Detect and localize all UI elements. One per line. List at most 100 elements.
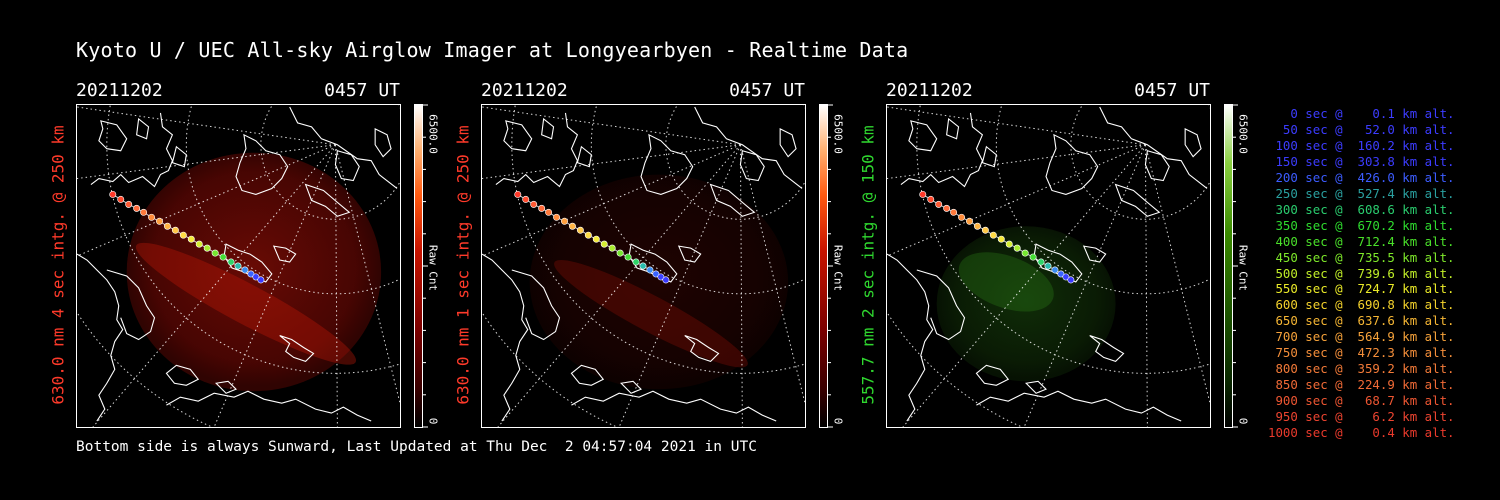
trajectory-point (140, 208, 148, 216)
legend-entry: 200 sec @ 426.0 km alt. (1268, 169, 1455, 185)
trajectory-point (646, 266, 654, 274)
airglow-panel-3: 20211202 0457 UT 557.7 nm 2 sec intg. @ … (859, 78, 1306, 438)
trajectory-point (156, 217, 163, 225)
trajectory-point (514, 190, 522, 198)
legend-entry: 700 sec @ 564.9 km alt. (1268, 329, 1455, 345)
map-canvas (77, 105, 400, 427)
trajectory-point (616, 249, 624, 257)
legend-entry: 250 sec @ 527.4 km alt. (1268, 185, 1455, 201)
colorbar (819, 104, 828, 428)
trajectory-point (241, 266, 249, 274)
trajectory-point (1013, 244, 1021, 252)
trajectory-point (997, 235, 1005, 243)
panel-ylabel: 630.0 nm 4 sec intg. @ 250 km (48, 125, 68, 405)
colorbar-ticks (423, 104, 428, 428)
trajectory-point (234, 262, 242, 270)
colorbar (414, 104, 423, 428)
colorbar-ticks (828, 104, 833, 428)
legend-entry: 750 sec @ 472.3 km alt. (1268, 345, 1455, 361)
all-sky-map-557nm-2s (886, 104, 1211, 428)
trajectory-point (568, 222, 576, 230)
airglow-panel-2: 20211202 0457 UT 630.0 nm 1 sec intg. @ … (454, 78, 901, 438)
legend-entry: 50 sec @ 52.0 km alt. (1268, 121, 1455, 137)
trajectory-point (211, 249, 219, 257)
footer-status: Bottom side is always Sunward, Last Upda… (76, 439, 757, 455)
trajectory-point (592, 235, 600, 243)
coastlines (77, 106, 398, 422)
trajectory-point (662, 276, 670, 284)
trajectory-point (919, 190, 927, 198)
trajectory-point (148, 213, 156, 221)
trajectory-point (1051, 266, 1059, 274)
trajectory-point (179, 231, 187, 239)
panel-ylabel: 557.7 nm 2 sec intg. @ 150 km (858, 125, 878, 405)
all-sky-map-630nm-1s (481, 104, 806, 428)
graticule (887, 105, 1210, 427)
trajectory-point (989, 231, 997, 239)
legend-entry: 500 sec @ 739.6 km alt. (1268, 265, 1455, 281)
trajectory-point (187, 235, 195, 243)
trajectory-point (935, 200, 943, 208)
trajectory-point (1037, 258, 1045, 266)
trajectory-point (639, 262, 647, 270)
airglow-band (958, 252, 1054, 312)
trajectory-point (632, 258, 640, 266)
trajectory-point (553, 213, 561, 221)
trajectory-point (117, 195, 125, 203)
page-title: Kyoto U / UEC All-sky Airglow Imager at … (76, 38, 909, 62)
trajectory-point (561, 217, 568, 225)
trajectory-point (1021, 249, 1029, 257)
trajectory-point (219, 253, 227, 261)
legend-entry: 550 sec @ 724.7 km alt. (1268, 281, 1455, 297)
trajectory-point (1044, 262, 1052, 270)
trajectory-point (109, 190, 117, 198)
panel-date: 20211202 (76, 80, 163, 101)
legend-entry: 1000 sec @ 0.4 km alt. (1268, 425, 1455, 441)
airglow-field (936, 226, 1116, 382)
legend-entry: 300 sec @ 608.6 km alt. (1268, 201, 1455, 217)
trajectory-point (545, 208, 553, 216)
panel-time: 0457 UT (729, 80, 805, 101)
airglow-band (554, 260, 748, 368)
colorbar (1224, 104, 1233, 428)
panel-ylabel: 630.0 nm 1 sec intg. @ 250 km (453, 125, 473, 405)
airglow-panel-1: 20211202 0457 UT 630.0 nm 4 sec intg. @ … (49, 78, 496, 438)
legend-entry: 150 sec @ 303.8 km alt. (1268, 153, 1455, 169)
trajectory-point (943, 204, 951, 212)
map-canvas (887, 105, 1210, 427)
coastlines (887, 106, 1208, 422)
legend-entry: 450 sec @ 735.5 km alt. (1268, 249, 1455, 265)
trajectory-point (538, 204, 546, 212)
legend-entry: 800 sec @ 359.2 km alt. (1268, 361, 1455, 377)
trajectory-point (203, 244, 211, 252)
legend-entry: 350 sec @ 670.2 km alt. (1268, 217, 1455, 233)
all-sky-map-630nm-4s (76, 104, 401, 428)
trajectory-point (973, 222, 981, 230)
trajectory-point (1029, 253, 1037, 261)
map-canvas (482, 105, 805, 427)
trajectory-point (1005, 240, 1013, 248)
colorbar-ticks (1233, 104, 1238, 428)
trajectory-point (927, 195, 935, 203)
legend-entry: 400 sec @ 712.4 km alt. (1268, 233, 1455, 249)
graticule (77, 105, 400, 427)
trajectory-point (125, 200, 133, 208)
trajectory-point (530, 200, 538, 208)
trajectory-point (958, 213, 966, 221)
panel-date: 20211202 (886, 80, 973, 101)
panel-date: 20211202 (481, 80, 568, 101)
trajectory-point (608, 244, 616, 252)
trajectory-point (163, 222, 171, 230)
panel-time: 0457 UT (1134, 80, 1210, 101)
trajectory-point (257, 276, 265, 284)
trajectory-point (227, 258, 235, 266)
panel-time: 0457 UT (324, 80, 400, 101)
trajectory-point (584, 231, 592, 239)
trajectory-point (133, 204, 141, 212)
legend-entry: 100 sec @ 160.2 km alt. (1268, 137, 1455, 153)
trajectory-point (600, 240, 608, 248)
legend-entry: 950 sec @ 6.2 km alt. (1268, 409, 1455, 425)
trajectory-time-altitude-legend: 0 sec @ 0.1 km alt. 50 sec @ 52.0 km alt… (1268, 106, 1455, 441)
airglow-field (126, 152, 382, 392)
trajectory-point (171, 226, 179, 234)
